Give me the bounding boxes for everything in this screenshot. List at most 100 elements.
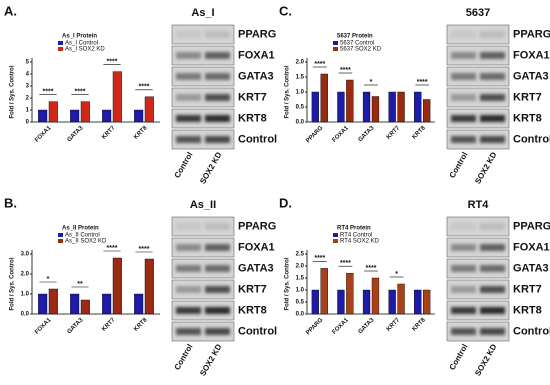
- y-axis-label: Fold / Sys. Control: [10, 257, 16, 310]
- legend-label: 5637 Control: [340, 41, 374, 47]
- bar: [397, 283, 405, 315]
- blot-band: [480, 115, 505, 122]
- blot-band: [176, 307, 201, 314]
- blot-row-label: PPARG: [238, 28, 276, 40]
- x-tick-label: FOXA1: [332, 317, 351, 336]
- lane-label: SOX2 KD: [198, 150, 223, 185]
- x-tick-label: KRT8: [411, 317, 427, 333]
- blot-band: [205, 73, 230, 80]
- blot-band: [480, 328, 505, 335]
- y-tick-label: 4: [26, 72, 30, 78]
- blot-band: [205, 244, 230, 251]
- blot-band: [176, 328, 201, 335]
- blot-band: [451, 115, 476, 122]
- blot-row-label: PPARG: [238, 220, 276, 232]
- y-tick-label: 0.5: [296, 105, 305, 111]
- blot-band: [451, 286, 476, 293]
- legend-swatch: [58, 239, 63, 243]
- significance: ****: [366, 265, 377, 272]
- blot-band: [205, 94, 230, 101]
- blot-row-label: GATA3: [513, 262, 549, 274]
- blot-band: [480, 244, 505, 251]
- blot-row-label: PPARG: [513, 28, 550, 40]
- significance: ****: [417, 79, 428, 86]
- blot-row-label: FOXA1: [513, 241, 550, 253]
- significance: ****: [340, 67, 351, 74]
- legend-label: As_I Control: [65, 41, 98, 47]
- lane-label: Control: [448, 343, 470, 372]
- blot-band: [176, 31, 201, 38]
- x-tick-label: PPARG: [305, 317, 324, 336]
- blot-row-label: Control: [513, 133, 550, 145]
- blot-band: [205, 265, 230, 272]
- bar: [144, 258, 154, 315]
- blot-row-label: Control: [238, 133, 277, 145]
- bar: [112, 257, 122, 315]
- blot-background: [171, 66, 235, 87]
- blot-background: [171, 24, 235, 45]
- blot-band: [451, 94, 476, 101]
- bar: [362, 91, 371, 123]
- blot-row-label: KRT8: [238, 112, 267, 124]
- bar: [388, 91, 396, 123]
- blot-title: RT4: [468, 199, 490, 211]
- x-tick-label: KRT7: [386, 125, 402, 141]
- bar: [388, 289, 396, 315]
- blot-background: [171, 321, 235, 342]
- bar: [346, 273, 354, 315]
- blot-row-label: FOXA1: [513, 49, 550, 61]
- blot-band: [480, 223, 505, 230]
- blot-band: [480, 307, 505, 314]
- legend-swatch: [58, 47, 63, 51]
- x-tick-label: KRT8: [411, 125, 427, 141]
- bar: [102, 109, 112, 123]
- y-tick-label: 1.0: [21, 292, 30, 298]
- legend-swatch: [58, 41, 63, 45]
- legend-swatch: [333, 47, 338, 51]
- y-tick-label: 0.0: [296, 312, 305, 318]
- blot-band: [205, 307, 230, 314]
- bar: [371, 96, 380, 123]
- significance: ****: [314, 61, 325, 68]
- blot-row-label: KRT7: [513, 91, 542, 103]
- blot-band: [451, 307, 476, 314]
- bar: [371, 277, 380, 315]
- blot-band: [451, 52, 476, 59]
- blot-band: [451, 31, 476, 38]
- legend-label: As_II SOX2 KD: [65, 239, 107, 245]
- y-axis-label: Fold / Sys. Control: [285, 65, 291, 118]
- bar: [144, 96, 154, 123]
- y-tick-label: 2: [26, 96, 30, 102]
- blot-row-label: PPARG: [513, 220, 550, 232]
- y-tick-label: 2.0: [296, 264, 305, 270]
- x-tick-label: FOXA1: [34, 317, 53, 336]
- lane-label: Control: [173, 151, 195, 180]
- blot-band: [451, 136, 476, 143]
- y-tick-label: 0.0: [296, 120, 305, 126]
- bar: [112, 71, 122, 123]
- x-tick-label: KRT7: [101, 125, 117, 141]
- y-tick-label: 1.0: [296, 288, 305, 294]
- blot-background: [171, 129, 235, 150]
- x-tick-label: KRT7: [386, 317, 402, 333]
- blot-band: [451, 328, 476, 335]
- bar: [320, 73, 328, 123]
- significance: ****: [75, 88, 86, 95]
- blot-band: [480, 286, 505, 293]
- blot-title: 5637: [466, 7, 490, 19]
- y-tick-label: 1.5: [296, 276, 305, 282]
- x-tick-label: GATA3: [358, 125, 376, 143]
- x-tick-label: GATA3: [358, 317, 376, 335]
- blot-band: [176, 286, 201, 293]
- significance: **: [77, 281, 83, 288]
- blot-band: [176, 94, 201, 101]
- legend-swatch: [333, 239, 338, 243]
- blot-band: [176, 136, 201, 143]
- blot-background: [171, 87, 235, 108]
- blot-band: [205, 328, 230, 335]
- legend-swatch: [58, 233, 63, 237]
- y-axis-label: Fold / Sys. Control: [10, 65, 16, 118]
- legend-swatch: [333, 41, 338, 45]
- blot-title: As_II: [190, 199, 216, 211]
